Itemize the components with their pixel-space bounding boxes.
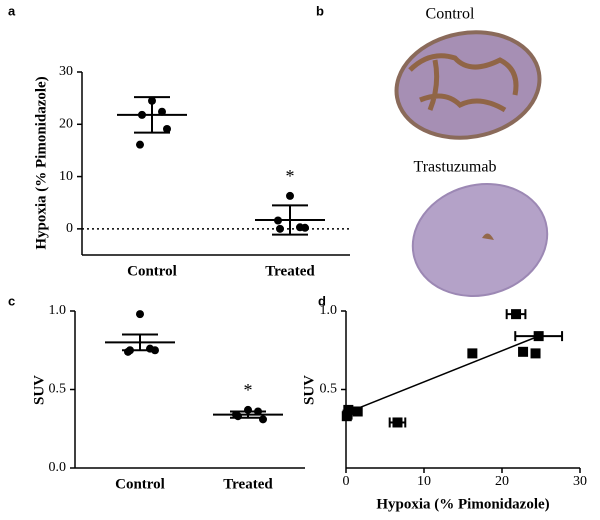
data-point [136, 310, 144, 319]
tissue-image [411, 183, 549, 297]
y-axis-label: SUV [31, 375, 47, 405]
data-point [341, 411, 352, 422]
x-tick-label: Treated [265, 263, 315, 279]
y-tick-label: 0 [66, 221, 73, 236]
y-tick-label: 1.0 [49, 303, 67, 318]
x-tick-label: 30 [573, 474, 587, 489]
data-point [163, 124, 171, 133]
data-point [301, 223, 309, 232]
x-tick-label: 20 [495, 474, 509, 489]
image-caption: Control [426, 6, 475, 23]
data-point [511, 309, 522, 320]
data-point [286, 191, 294, 200]
data-point [518, 346, 529, 357]
y-tick-label: 30 [59, 64, 73, 79]
x-axis-label: Hypoxia (% Pimonidazole) [376, 496, 549, 512]
y-axis-label: Hypoxia (% Pimonidazole) [33, 76, 49, 249]
x-tick-label: Control [115, 476, 165, 492]
y-tick-label: 10 [59, 169, 73, 184]
fit-line [345, 335, 539, 414]
annotation: * [286, 166, 295, 186]
data-point [467, 348, 478, 359]
data-point [392, 417, 403, 428]
x-tick-label: 0 [343, 474, 350, 489]
tissue-image [394, 30, 542, 140]
data-point [530, 348, 541, 359]
y-axis-label: SUV [301, 375, 317, 405]
x-tick-label: Control [127, 263, 177, 279]
data-point [136, 140, 144, 149]
image-caption: Trastuzumab [414, 159, 497, 176]
data-point [259, 415, 267, 424]
y-tick-label: 0.0 [49, 460, 67, 475]
x-tick-label: Treated [223, 476, 273, 492]
y-tick-label: 0.5 [320, 382, 338, 397]
panel-label: b [316, 3, 324, 18]
x-tick-label: 10 [417, 474, 431, 489]
panel-label: c [8, 293, 15, 308]
y-tick-label: 0.5 [49, 382, 67, 397]
y-tick-label: 1.0 [320, 303, 338, 318]
panel-label: a [8, 3, 16, 18]
panel-label: d [318, 293, 326, 308]
data-point [352, 406, 363, 417]
data-point [533, 331, 544, 342]
data-point [158, 107, 166, 116]
y-tick-label: 20 [59, 117, 73, 132]
data-point [276, 224, 284, 233]
annotation: * [244, 380, 253, 400]
data-point [124, 347, 132, 356]
